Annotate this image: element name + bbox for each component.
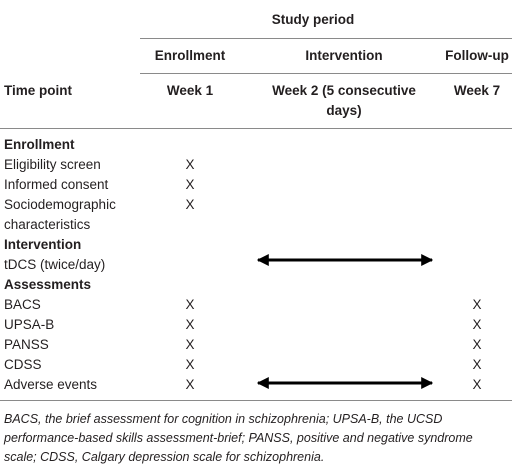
cell-mark: X (185, 317, 195, 332)
time-point: Week 1 (166, 83, 214, 98)
footnote: performance-based skills assessment-brie… (4, 431, 473, 445)
rule (140, 73, 512, 74)
row-header: Time point (4, 83, 73, 98)
time-point: Week 2 (5 consecutive days) (272, 83, 416, 118)
row-label: Sociodemographic characteristics (4, 197, 116, 232)
rule (0, 128, 512, 129)
column-header: Enrollment (154, 48, 226, 63)
cell-mark: X (472, 377, 482, 392)
row-label: tDCS (twice/day) (4, 257, 106, 272)
cell-mark: X (472, 317, 482, 332)
time-point: Week 7 (453, 83, 501, 98)
column-header: Follow-up (445, 48, 509, 63)
cell-mark: X (472, 357, 482, 372)
cell-mark: X (185, 177, 195, 192)
cell-mark: X (185, 297, 195, 312)
cell-mark: X (472, 297, 482, 312)
cell-mark: X (185, 357, 195, 372)
row-label: Informed consent (4, 177, 109, 192)
row-label: CDSS (4, 357, 42, 372)
cell-mark: X (185, 197, 195, 212)
row-label: Adverse events (4, 377, 98, 392)
row-label: Eligibility screen (4, 157, 101, 172)
column-header: Intervention (305, 48, 383, 63)
rule (0, 400, 512, 401)
row-label: UPSA-B (4, 317, 55, 332)
cell-mark: X (185, 157, 195, 172)
section-title: Intervention (4, 237, 82, 252)
cell-mark: X (185, 337, 195, 352)
group-title: Study period (271, 12, 355, 27)
footnote: BACS, the brief assessment for cognition… (4, 412, 443, 426)
row-label: PANSS (4, 337, 49, 352)
section-title: Enrollment (4, 137, 75, 152)
cell-mark: X (185, 377, 195, 392)
rule (140, 38, 512, 39)
section-title: Assessments (4, 277, 92, 292)
cell-mark: X (472, 337, 482, 352)
footnote: scale; CDSS, Calgary depression scale fo… (4, 450, 325, 464)
row-label: BACS (4, 297, 41, 312)
